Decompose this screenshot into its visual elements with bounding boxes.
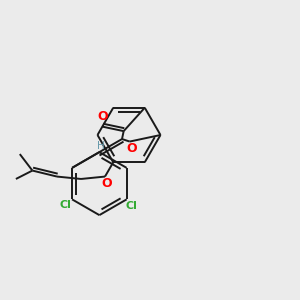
- Text: O: O: [101, 177, 112, 190]
- Text: H: H: [97, 141, 105, 151]
- Text: O: O: [127, 142, 137, 154]
- Text: O: O: [98, 110, 108, 123]
- Text: Cl: Cl: [59, 200, 71, 210]
- Text: Cl: Cl: [125, 201, 137, 211]
